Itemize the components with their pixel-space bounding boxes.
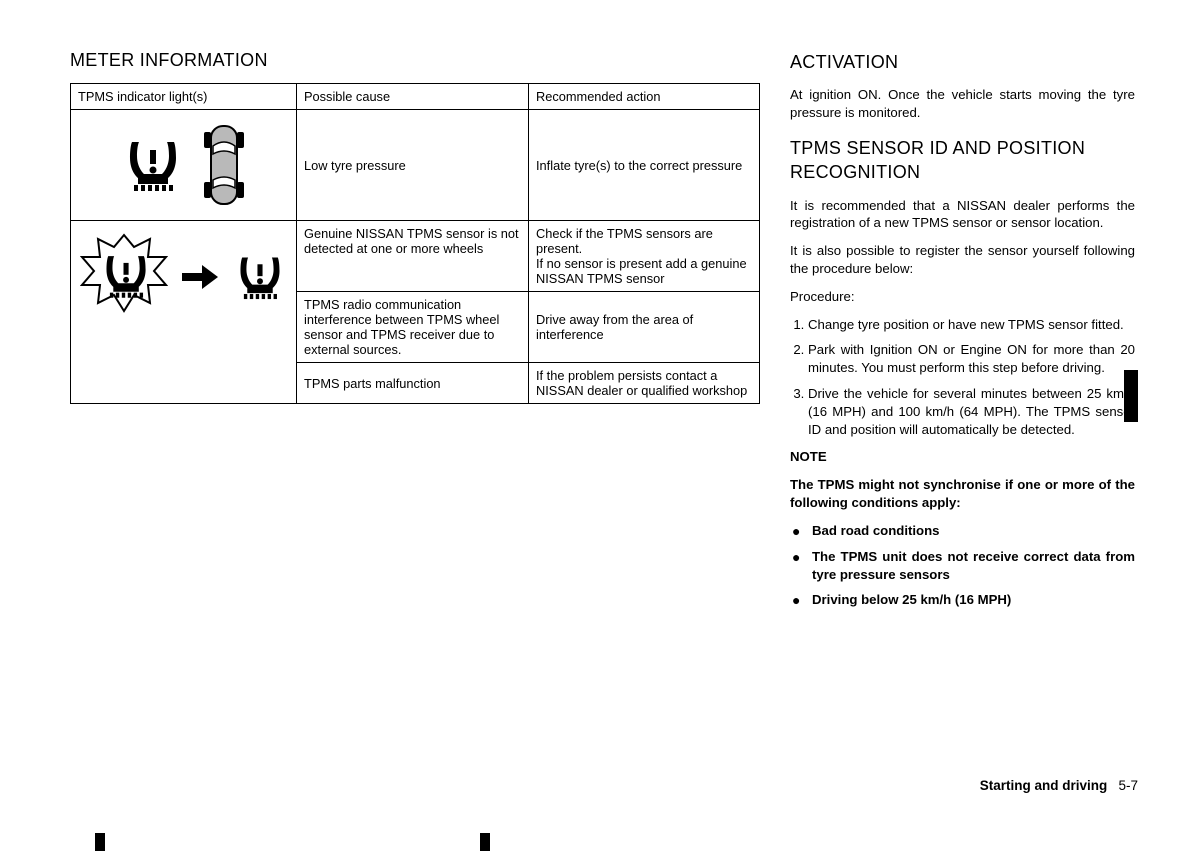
sensor-p2: It is also possible to register the sens… xyxy=(790,242,1135,278)
tpms-warning-icon xyxy=(120,136,186,194)
row1-icon-cell xyxy=(71,110,297,221)
tpms-table: TPMS indicator light(s) Possible cause R… xyxy=(70,83,760,404)
sensor-heading: TPMS SENSOR ID AND POSITION RECOGNITION xyxy=(790,136,1135,185)
page-footer: Starting and driving 5-7 xyxy=(980,778,1138,793)
row2c-cause: TPMS parts malfunction xyxy=(297,363,529,404)
flashing-tpms-icon xyxy=(80,233,168,321)
thumb-tab xyxy=(1124,370,1138,422)
th-cause: Possible cause xyxy=(297,84,529,110)
row2b-action: Drive away from the area of interference xyxy=(529,292,760,363)
procedure-list: Change tyre position or have new TPMS se… xyxy=(808,316,1135,439)
row2-icon-cell xyxy=(71,221,297,404)
row1-action: Inflate tyre(s) to the correct pressure xyxy=(529,110,760,221)
footer-section: Starting and driving xyxy=(980,778,1108,793)
arrow-right-icon xyxy=(182,265,218,289)
meter-info-heading: METER INFORMATION xyxy=(70,50,760,71)
list-item: Park with Ignition ON or Engine ON for m… xyxy=(808,341,1135,377)
procedure-label: Procedure: xyxy=(790,288,1135,306)
list-item: Driving below 25 km/h (16 MPH) xyxy=(790,591,1135,609)
th-indicator: TPMS indicator light(s) xyxy=(71,84,297,110)
row2a-cause: Genuine NISSAN TPMS sensor is not detect… xyxy=(297,221,529,292)
row2b-cause: TPMS radio communication interference be… xyxy=(297,292,529,363)
note-bullets: Bad road conditions The TPMS unit does n… xyxy=(790,522,1135,609)
row1-cause: Low tyre pressure xyxy=(297,110,529,221)
activation-text: At ignition ON. Once the vehicle starts … xyxy=(790,86,1135,122)
list-item: Drive the vehicle for several minutes be… xyxy=(808,385,1135,438)
note-text: The TPMS might not synchronise if one or… xyxy=(790,476,1135,512)
crop-marks xyxy=(0,833,1200,851)
list-item: Change tyre position or have new TPMS se… xyxy=(808,316,1135,334)
sensor-p1: It is recommended that a NISSAN dealer p… xyxy=(790,197,1135,233)
activation-heading: ACTIVATION xyxy=(790,50,1135,74)
list-item: Bad road conditions xyxy=(790,522,1135,540)
car-top-icon xyxy=(200,122,248,208)
footer-page: 5-7 xyxy=(1118,778,1138,793)
th-action: Recommended action xyxy=(529,84,760,110)
list-item: The TPMS unit does not receive correct d… xyxy=(790,548,1135,584)
row2c-action: If the problem persists contact a NISSAN… xyxy=(529,363,760,404)
row2a-action: Check if the TPMS sensors are present. I… xyxy=(529,221,760,292)
note-label: NOTE xyxy=(790,448,1135,466)
tpms-warning-icon xyxy=(232,251,288,303)
